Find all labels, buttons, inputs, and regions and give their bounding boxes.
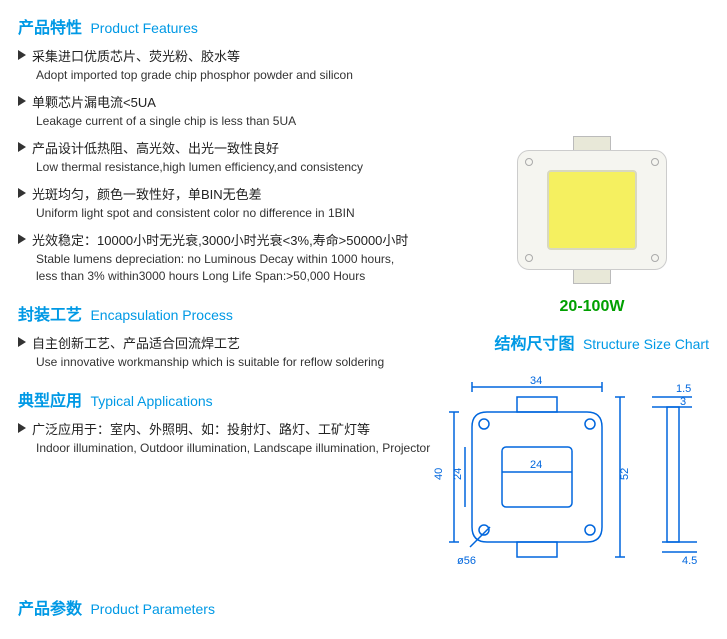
dim-outer-height: 52: [619, 468, 631, 480]
feature-cn: 光效稳定：10000小时无光衰,3000小时光衰<3%,寿命>50000小时: [32, 233, 408, 248]
feature-cn: 采集进口优质芯片、荧光粉、胶水等: [32, 49, 240, 64]
parameters-heading-cn: 产品参数: [18, 601, 82, 618]
applications-heading-cn: 典型应用: [18, 393, 82, 410]
feature-item: 采集进口优质芯片、荧光粉、胶水等 Adopt imported top grad…: [18, 46, 448, 82]
dim-inner-height: 24: [452, 468, 464, 480]
applications-cn: 广泛应用于：室内、外照明、如：投射灯、路灯、工矿灯等: [32, 422, 370, 437]
feature-en: Stable lumens depreciation: no Luminous …: [36, 252, 448, 266]
triangle-icon: [18, 337, 26, 347]
feature-item: 光斑均匀，颜色一致性好，单BIN无色差 Uniform light spot a…: [18, 184, 448, 220]
feature-cn: 光斑均匀，颜色一致性好，单BIN无色差: [32, 187, 262, 202]
feature-cn: 产品设计低热阻、高光效、出光一致性良好: [32, 141, 279, 156]
encapsulation-heading: 封装工艺 Encapsulation Process: [18, 301, 448, 325]
triangle-icon: [18, 96, 26, 106]
dim-width: 34: [530, 375, 542, 387]
applications-heading: 典型应用 Typical Applications: [18, 387, 448, 411]
triangle-icon: [18, 234, 26, 244]
dim-height: 40: [433, 468, 445, 480]
feature-en: Uniform light spot and consistent color …: [36, 206, 448, 220]
mount-hole: [525, 254, 533, 262]
feature-cn: 单颗芯片漏电流<5UA: [32, 95, 156, 110]
parameters-heading: 产品参数 Product Parameters: [18, 595, 215, 619]
applications-heading-en: Typical Applications: [90, 393, 212, 409]
feature-en: Leakage current of a single chip is less…: [36, 114, 448, 128]
dim-top1: 1.5: [676, 383, 691, 395]
feature-en2: less than 3% within3000 hours Long Life …: [36, 269, 448, 283]
structure-heading-cn: 结构尺寸图: [494, 336, 574, 353]
structure-diagram: 34 24 40 24 52 ø56 1.5 3 4.5: [432, 372, 702, 582]
dim-inner-width: 24: [530, 459, 542, 471]
feature-item: 单颗芯片漏电流<5UA Leakage current of a single …: [18, 92, 448, 128]
feature-en: Adopt imported top grade chip phosphor p…: [36, 68, 448, 82]
feature-en: Low thermal resistance,high lumen effici…: [36, 160, 448, 174]
triangle-icon: [18, 50, 26, 60]
left-column: 产品特性 Product Features 采集进口优质芯片、荧光粉、胶水等 A…: [18, 14, 448, 455]
parameters-heading-en: Product Parameters: [90, 601, 215, 617]
encapsulation-heading-cn: 封装工艺: [18, 307, 82, 324]
dim-hole: ø56: [457, 555, 476, 567]
applications-item: 广泛应用于：室内、外照明、如：投射灯、路灯、工矿灯等 Indoor illumi…: [18, 419, 448, 455]
structure-heading: 结构尺寸图 Structure Size Chart: [494, 330, 709, 354]
structure-heading-en: Structure Size Chart: [583, 336, 709, 352]
triangle-icon: [18, 142, 26, 152]
triangle-icon: [18, 423, 26, 433]
mount-hole: [525, 158, 533, 166]
feature-item: 光效稳定：10000小时无光衰,3000小时光衰<3%,寿命>50000小时 S…: [18, 230, 448, 283]
encapsulation-heading-en: Encapsulation Process: [90, 307, 232, 323]
applications-en: Indoor illumination, Outdoor illuminatio…: [36, 441, 448, 455]
encapsulation-en: Use innovative workmanship which is suit…: [36, 355, 448, 369]
features-heading: 产品特性 Product Features: [18, 14, 448, 38]
encapsulation-item: 自主创新工艺、产品适合回流焊工艺 Use innovative workmans…: [18, 333, 448, 369]
product-label: 20-100W: [477, 298, 707, 316]
features-heading-cn: 产品特性: [18, 20, 82, 37]
dim-side: 4.5: [682, 555, 697, 567]
product-image-block: 20-100W: [477, 130, 707, 316]
mount-hole: [651, 158, 659, 166]
product-image: [497, 130, 687, 290]
encapsulation-cn: 自主创新工艺、产品适合回流焊工艺: [32, 336, 240, 351]
chip-die: [547, 170, 637, 250]
mount-hole: [651, 254, 659, 262]
triangle-icon: [18, 188, 26, 198]
dim-top2: 3: [680, 396, 686, 408]
feature-item: 产品设计低热阻、高光效、出光一致性良好 Low thermal resistan…: [18, 138, 448, 174]
features-heading-en: Product Features: [90, 20, 197, 36]
